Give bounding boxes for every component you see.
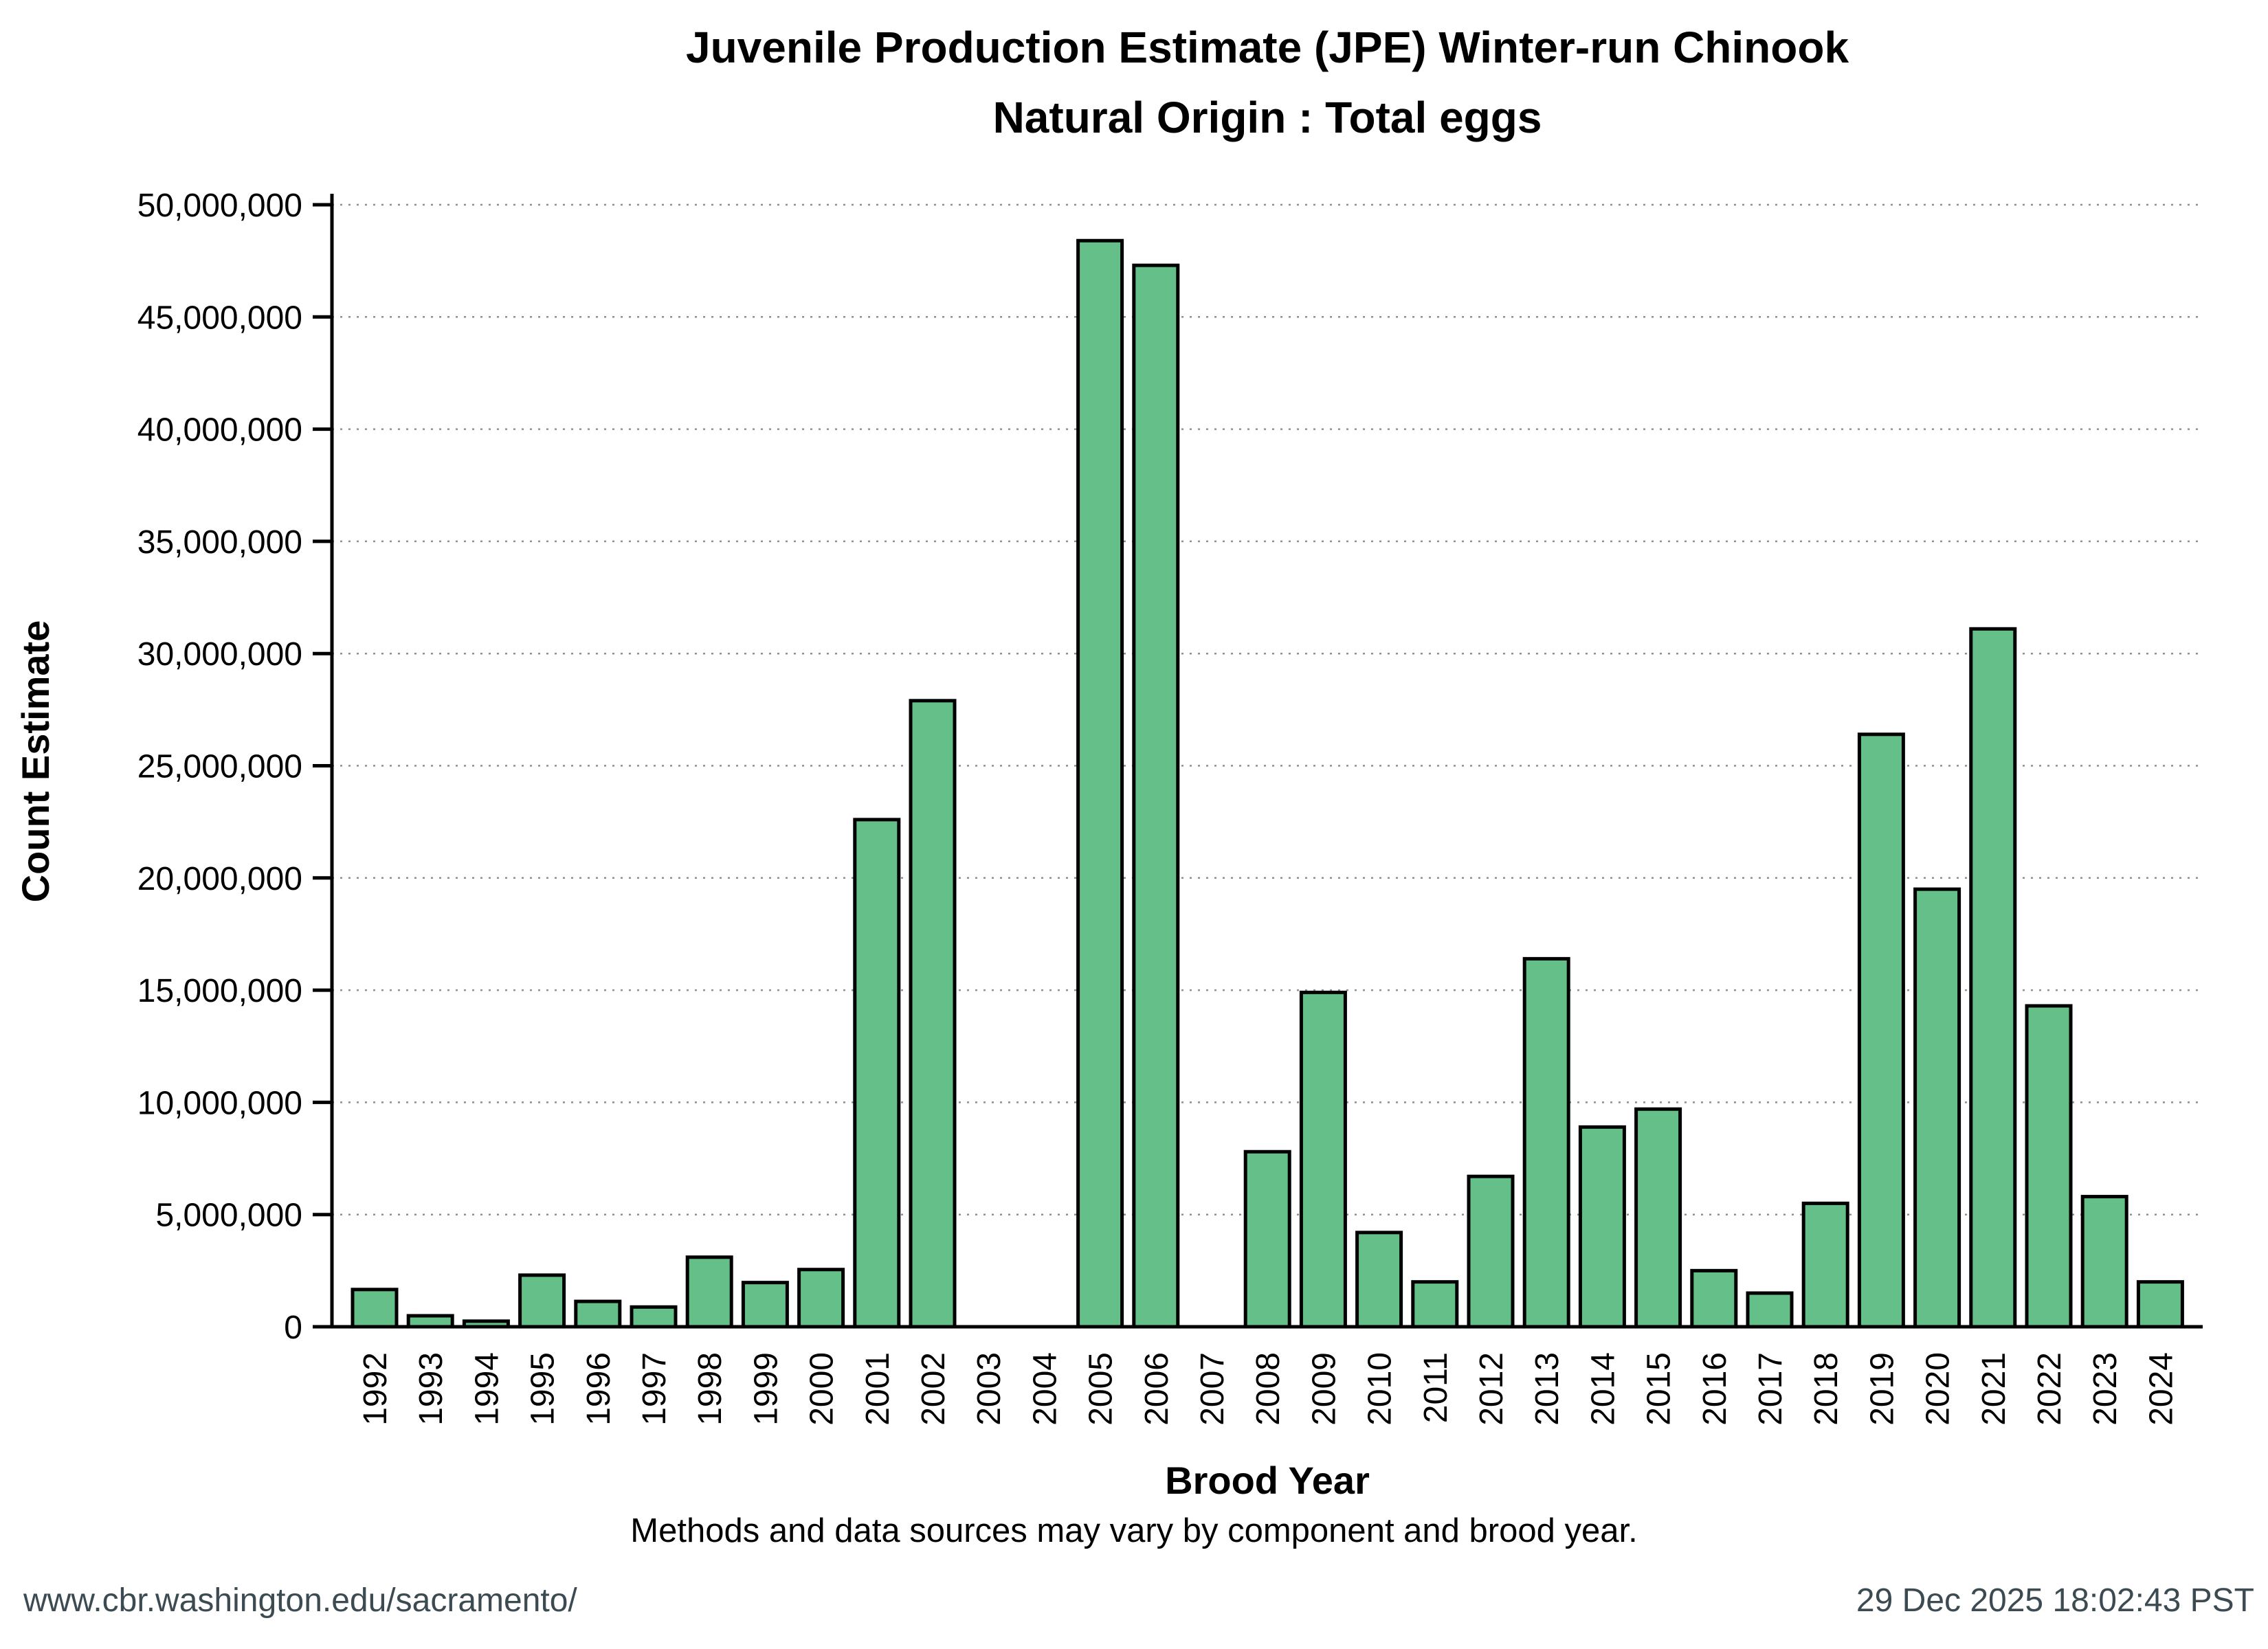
chart-title-line2: Natural Origin : Total eggs <box>992 93 1542 142</box>
chart-footnote: Methods and data sources may vary by com… <box>630 1512 1638 1549</box>
x-tick-label-2008: 2008 <box>1250 1352 1287 1426</box>
x-tick-label-1994: 1994 <box>469 1352 505 1426</box>
x-tick-label-2015: 2015 <box>1641 1352 1678 1426</box>
x-tick-label-2014: 2014 <box>1585 1352 1621 1426</box>
bar-2024 <box>2136 1280 2184 1329</box>
bar-2014 <box>1578 1125 1626 1329</box>
y-tick-label-20000000: 20,000,000 <box>137 861 302 897</box>
bar-1992 <box>351 1288 399 1329</box>
chart-title-line1: Juvenile Production Estimate (JPE) Winte… <box>685 23 1849 72</box>
x-tick-label-1997: 1997 <box>636 1352 673 1426</box>
x-tick-label-2017: 2017 <box>1753 1352 1789 1426</box>
bar-2015 <box>1634 1107 1682 1329</box>
x-tick-label-1993: 1993 <box>413 1352 449 1426</box>
y-tick-label-45000000: 45,000,000 <box>137 300 302 336</box>
x-tick-label-2001: 2001 <box>860 1352 896 1426</box>
x-tick-label-1999: 1999 <box>748 1352 784 1426</box>
x-tick-label-2019: 2019 <box>1864 1352 1900 1426</box>
bar-2022 <box>2025 1004 2073 1329</box>
footer-source-url: www.cbr.washington.edu/sacramento/ <box>23 1582 577 1619</box>
x-tick-label-2012: 2012 <box>1474 1352 1510 1426</box>
bar-2000 <box>797 1268 845 1329</box>
y-tick-label-50000000: 50,000,000 <box>137 188 302 224</box>
x-tick-label-2018: 2018 <box>1808 1352 1845 1426</box>
x-tick-label-2002: 2002 <box>915 1352 952 1426</box>
y-tick-label-25000000: 25,000,000 <box>137 749 302 785</box>
x-tick-label-1995: 1995 <box>525 1352 562 1426</box>
x-tick-label-2013: 2013 <box>1529 1352 1566 1426</box>
bar-2018 <box>1801 1201 1849 1329</box>
x-tick-label-2021: 2021 <box>1976 1352 2012 1426</box>
bar-2011 <box>1411 1280 1459 1329</box>
bar-1994 <box>462 1319 510 1329</box>
x-tick-label-2007: 2007 <box>1194 1352 1231 1426</box>
bar-2020 <box>1913 887 1961 1329</box>
x-tick-label-2023: 2023 <box>2087 1352 2124 1426</box>
bar-2016 <box>1690 1268 1738 1329</box>
bar-2017 <box>1746 1291 1794 1329</box>
x-tick-label-1998: 1998 <box>692 1352 729 1426</box>
x-axis-label: Brood Year <box>1165 1459 1370 1502</box>
x-tick-label-2003: 2003 <box>971 1352 1008 1426</box>
y-tick-label-15000000: 15,000,000 <box>137 973 302 1009</box>
bar-2001 <box>853 818 901 1329</box>
y-tick-label-0: 0 <box>284 1310 302 1346</box>
bar-2021 <box>1969 627 2017 1329</box>
y-tick-label-10000000: 10,000,000 <box>137 1085 302 1121</box>
bar-2006 <box>1132 263 1180 1329</box>
x-tick-label-1996: 1996 <box>581 1352 617 1426</box>
bar-2008 <box>1243 1149 1291 1329</box>
x-tick-label-1992: 1992 <box>357 1352 394 1426</box>
x-tick-label-2022: 2022 <box>2032 1352 2068 1426</box>
x-tick-label-2005: 2005 <box>1083 1352 1120 1426</box>
x-tick-label-2016: 2016 <box>1697 1352 1733 1426</box>
bar-2013 <box>1522 956 1570 1329</box>
bar-1999 <box>741 1281 789 1329</box>
bar-2002 <box>909 699 957 1329</box>
bar-2023 <box>2080 1195 2128 1329</box>
x-tick-label-2011: 2011 <box>1418 1352 1454 1423</box>
bar-1998 <box>685 1255 733 1329</box>
y-tick-label-5000000: 5,000,000 <box>155 1198 302 1234</box>
x-tick-label-2024: 2024 <box>2143 1352 2179 1426</box>
x-tick-label-2020: 2020 <box>1920 1352 1957 1426</box>
bar-2010 <box>1355 1231 1403 1329</box>
x-tick-label-2010: 2010 <box>1362 1352 1399 1426</box>
bar-2019 <box>1857 732 1905 1329</box>
bar-1996 <box>574 1299 622 1329</box>
bar-1997 <box>630 1305 678 1329</box>
y-tick-label-35000000: 35,000,000 <box>137 524 302 561</box>
footer-timestamp: 29 Dec 2025 18:02:43 PST <box>1856 1582 2254 1619</box>
x-tick-label-2004: 2004 <box>1027 1352 1063 1426</box>
bar-2009 <box>1299 990 1347 1329</box>
bar-1995 <box>518 1273 566 1329</box>
y-tick-label-30000000: 30,000,000 <box>137 636 302 673</box>
x-tick-label-2006: 2006 <box>1139 1352 1175 1426</box>
x-tick-label-2009: 2009 <box>1306 1352 1342 1426</box>
x-tick-label-2000: 2000 <box>804 1352 841 1426</box>
bar-1993 <box>406 1314 454 1329</box>
chart-title: Juvenile Production Estimate (JPE) Winte… <box>236 12 2268 153</box>
y-tick-label-40000000: 40,000,000 <box>137 412 302 449</box>
bar-2005 <box>1076 238 1124 1329</box>
bar-2012 <box>1467 1174 1515 1329</box>
